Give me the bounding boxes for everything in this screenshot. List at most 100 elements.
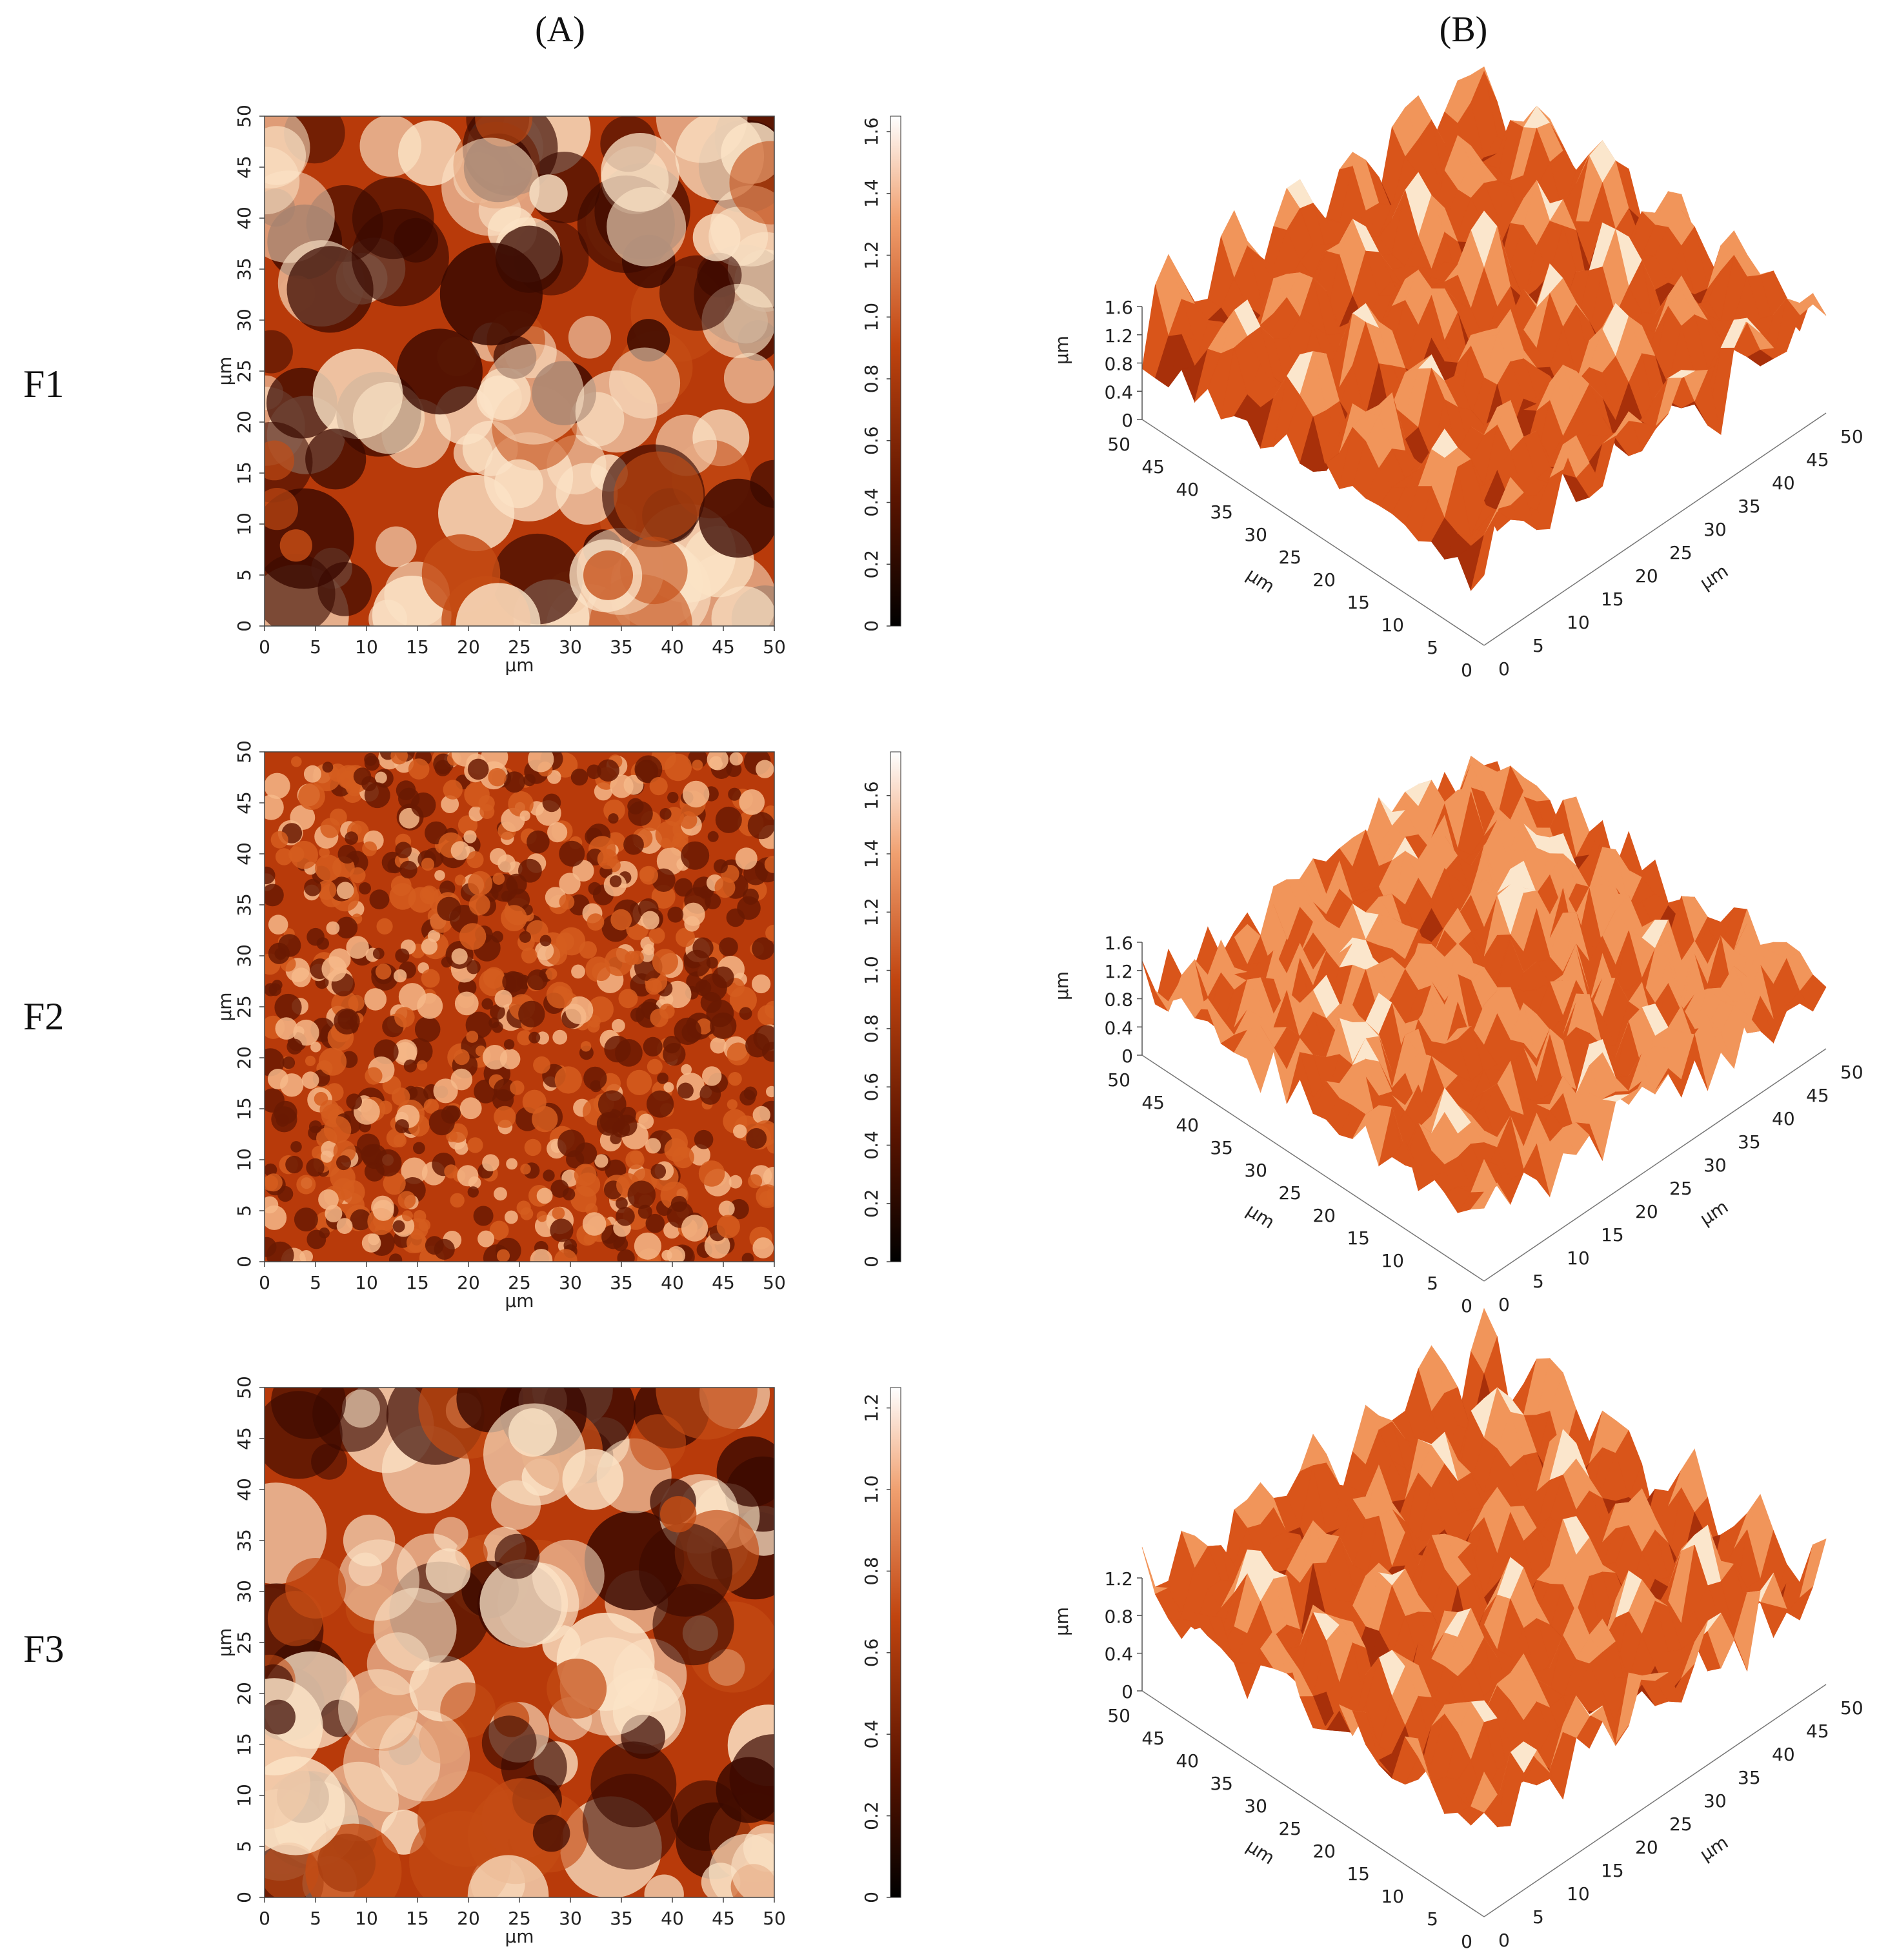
map-feature xyxy=(489,1220,509,1240)
colorbar-tick-label: 0.2 xyxy=(861,1189,882,1218)
y-tick-label: 40 xyxy=(234,842,255,865)
surface-y-tick-label: 35 xyxy=(1210,501,1233,523)
colorbar-f3: 0 0.2 0.4 0.6 0.8 1.0 1.2 xyxy=(861,1387,901,1903)
map-feature xyxy=(533,1056,550,1074)
colorbar-tick-label: 0.4 xyxy=(861,1131,882,1160)
x-tick-label: 20 xyxy=(457,636,480,658)
map-feature xyxy=(434,760,451,776)
map-feature xyxy=(494,989,513,1008)
y-tick-label: 45 xyxy=(234,156,255,179)
y-tick-label: 0 xyxy=(234,620,255,632)
x-tick-label: 0 xyxy=(259,1908,270,1929)
colorbar-tick-label: 1.4 xyxy=(861,840,882,869)
map-feature xyxy=(492,873,505,885)
map-feature xyxy=(532,1106,558,1133)
colorbar-tick-label: 1.0 xyxy=(861,303,882,332)
map-feature xyxy=(389,883,416,910)
x-tick-label: 50 xyxy=(763,1908,786,1929)
map-feature xyxy=(439,880,456,896)
surface-x-tick-label: 10 xyxy=(1567,1883,1590,1904)
x-tick-label: 50 xyxy=(763,636,786,658)
map-feature xyxy=(684,916,700,932)
surface-y-tick-label: 15 xyxy=(1347,1863,1370,1884)
map-feature xyxy=(649,777,668,796)
map-feature xyxy=(290,805,316,830)
surface-x-tick-label: 20 xyxy=(1635,565,1658,587)
map-feature xyxy=(398,983,427,1011)
map-feature xyxy=(711,586,774,626)
surface-x-tick-label: 15 xyxy=(1601,1224,1624,1246)
y-tick-label: 0 xyxy=(234,1892,255,1903)
x-tick-label: 25 xyxy=(508,1272,531,1293)
map-feature xyxy=(519,931,532,943)
x-tick-label: 40 xyxy=(661,636,684,658)
map-feature xyxy=(290,1141,302,1153)
map-feature xyxy=(688,1144,710,1166)
colorbar-tick-label: 0.8 xyxy=(861,365,882,394)
colorbar-tick-label: 0 xyxy=(861,1256,882,1268)
map-feature xyxy=(618,989,638,1009)
map-feature xyxy=(456,583,541,626)
map-feature xyxy=(630,1414,687,1471)
map-feature xyxy=(375,771,387,784)
map-feature xyxy=(716,1215,740,1238)
map-feature xyxy=(350,867,366,884)
map-feature xyxy=(375,964,392,980)
map-feature xyxy=(733,1124,747,1138)
map-feature xyxy=(652,949,678,975)
map-feature xyxy=(752,1106,770,1124)
map-feature xyxy=(608,813,619,824)
surface-3d-f2: 0 5 10 15 20 25 30 35 40 45 50 µm 0 5 10 15 20 25 30 35 40 45… xyxy=(1051,755,1863,1317)
height-map-f2: 0 5 10 15 20 25 30 35 40 45 50 µm 0 5 10 15 20 25 30 35 40 45… xyxy=(214,740,786,1311)
map-feature xyxy=(681,841,710,870)
x-tick-label: 15 xyxy=(406,1272,429,1293)
map-feature xyxy=(559,840,585,867)
map-feature xyxy=(552,1207,565,1220)
map-feature xyxy=(543,1169,555,1182)
y-tick-label: 30 xyxy=(234,944,255,967)
colorbar-f2: 0 0.2 0.4 0.6 0.8 1.0 1.2 1.4 1.6 xyxy=(861,751,901,1268)
map-feature xyxy=(265,1163,277,1177)
map-feature xyxy=(656,116,748,163)
map-feature xyxy=(322,762,334,773)
map-feature xyxy=(532,1539,605,1612)
map-feature xyxy=(710,1012,737,1039)
map-feature xyxy=(625,1150,645,1169)
surface-z-tick-label: 0.8 xyxy=(1104,1606,1133,1627)
map-feature xyxy=(502,971,524,993)
y-axis-unit: µm xyxy=(214,356,236,385)
map-feature xyxy=(596,1112,621,1136)
map-feature xyxy=(339,771,357,788)
map-feature xyxy=(683,949,711,977)
map-feature xyxy=(505,1210,518,1224)
x-tick-label: 45 xyxy=(712,636,735,658)
surface-y-unit: µm xyxy=(1243,1835,1279,1868)
map-feature xyxy=(616,1197,628,1209)
map-feature xyxy=(278,934,301,957)
colorbar-tick-label: 1.2 xyxy=(861,241,882,270)
map-feature xyxy=(678,1082,694,1099)
map-feature xyxy=(651,885,676,909)
map-feature xyxy=(305,1055,316,1066)
y-tick-label: 15 xyxy=(234,1097,255,1120)
map-feature xyxy=(681,1215,708,1242)
map-feature xyxy=(317,562,372,616)
map-feature xyxy=(692,213,741,261)
surface-y-tick-label: 20 xyxy=(1312,569,1336,591)
surface-3d-f3: 0 5 10 15 20 25 30 35 40 45 50 µm 0 5 10 15 20 25 30 35 40 45… xyxy=(1051,1308,1863,1952)
map-feature xyxy=(641,911,659,930)
map-feature xyxy=(554,1066,582,1094)
map-feature xyxy=(712,966,734,989)
map-feature xyxy=(603,799,625,822)
map-feature xyxy=(454,1141,468,1155)
map-feature xyxy=(570,768,588,786)
map-feature xyxy=(650,1164,667,1179)
map-feature xyxy=(644,1874,684,1897)
surface-x-unit: µm xyxy=(1696,1832,1732,1865)
map-feature xyxy=(488,768,507,787)
map-feature xyxy=(681,1064,692,1075)
surface-z-tick-label: 0 xyxy=(1121,1046,1133,1067)
map-feature xyxy=(756,760,774,778)
map-feature xyxy=(266,1241,294,1262)
